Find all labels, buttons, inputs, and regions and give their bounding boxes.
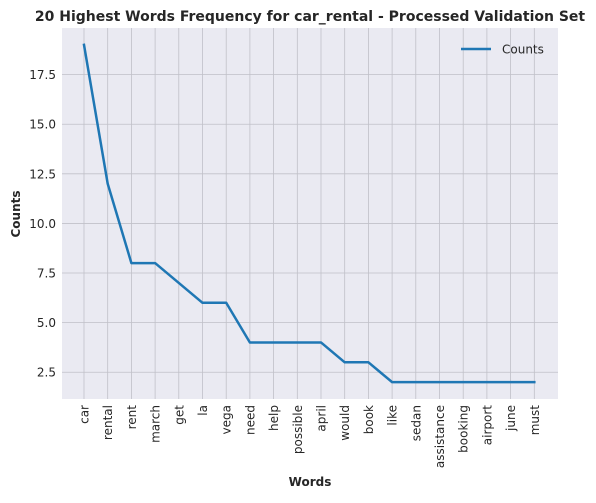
x-tick-label: booking [457,405,471,453]
y-tick-label: 17.5 [29,68,56,82]
x-tick-label: march [149,405,163,443]
series-layer [82,43,536,384]
x-tick-label: rental [101,405,115,440]
x-tick-label: must [528,405,542,436]
x-tick-label: car [78,405,92,424]
x-tick-label: rent [125,405,139,430]
y-tick-label: 5.0 [37,316,56,330]
legend: Counts [461,43,544,57]
legend-label: Counts [502,43,544,57]
x-tick-label: june [504,405,518,432]
plot-area [62,28,558,399]
y-tick-label: 7.5 [37,267,56,281]
y-axis-label: Counts [9,190,23,237]
x-axis-label: Words [289,475,332,489]
x-tick-label: airport [480,405,494,446]
y-axis-tick-labels: 2.5 5.0 7.5 10.0 12.5 15.0 17.5 [29,68,56,380]
x-tick-label: possible [291,405,305,454]
x-tick-label: book [362,405,376,434]
x-tick-label: need [243,405,257,435]
x-tick-label: get [172,405,186,425]
x-axis-tick-labels: car rental rent march get la vega need help possi… [78,405,542,468]
grid-lines [62,28,558,399]
y-tick-label: 10.0 [29,217,56,231]
x-tick-label: la [196,405,210,416]
x-tick-label: sedan [409,405,423,441]
y-tick-label: 12.5 [29,167,56,181]
y-tick-label: 15.0 [29,118,56,132]
x-tick-label: would [338,405,352,441]
x-tick-label: assistance [433,405,447,468]
y-tick-label: 2.5 [37,366,56,380]
series-line [82,43,536,384]
x-tick-label: april [315,405,329,432]
chart-title: 20 Highest Words Frequency for car_renta… [35,9,586,25]
x-tick-label: help [267,405,281,431]
x-tick-label: like [386,405,400,426]
x-tick-label: vega [220,405,234,434]
